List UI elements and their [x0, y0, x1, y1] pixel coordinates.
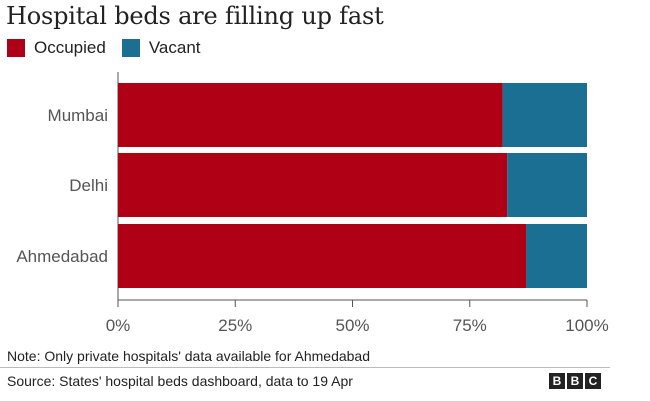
legend-swatch-vacant: [121, 39, 140, 57]
x-tick-label: 50%: [335, 316, 369, 335]
bar-vacant-mumbai: [502, 83, 587, 147]
bar-occupied-ahmedabad: [118, 224, 527, 288]
bar-vacant-delhi: [507, 153, 587, 217]
bar-occupied-mumbai: [118, 83, 503, 147]
category-label-mumbai: Mumbai: [48, 106, 108, 125]
x-tick-label: 100%: [565, 316, 608, 335]
chart-note: Note: Only private hospitals' data avail…: [7, 348, 371, 364]
legend-swatch-occupied: [7, 39, 25, 57]
divider: [0, 367, 610, 368]
bbc-logo-letter: B: [549, 373, 565, 389]
bar-chart: Mumbai Delhi Ahmedabad 0% 25% 50% 75% 100%: [16, 72, 609, 335]
bar-occupied-delhi: [118, 153, 508, 217]
bbc-logo: B B C: [549, 373, 603, 389]
x-tick-label: 0%: [106, 316, 131, 335]
chart-title: Hospital beds are filling up fast: [6, 2, 384, 30]
bar-vacant-ahmedabad: [526, 224, 587, 288]
category-label-ahmedabad: Ahmedabad: [16, 247, 108, 266]
legend-item-occupied: Occupied: [7, 38, 106, 58]
bbc-logo-letter: C: [585, 373, 601, 389]
x-tick-label: 75%: [453, 316, 487, 335]
chart-source: Source: States' hospital beds dashboard,…: [7, 373, 353, 389]
bbc-logo-letter: B: [567, 373, 583, 389]
legend-label-vacant: Vacant: [148, 38, 201, 57]
legend-item-vacant: Vacant: [121, 38, 201, 58]
legend-label-occupied: Occupied: [34, 38, 106, 57]
x-tick-label: 25%: [218, 316, 252, 335]
category-label-delhi: Delhi: [69, 176, 108, 195]
legend: Occupied Vacant: [7, 38, 217, 58]
